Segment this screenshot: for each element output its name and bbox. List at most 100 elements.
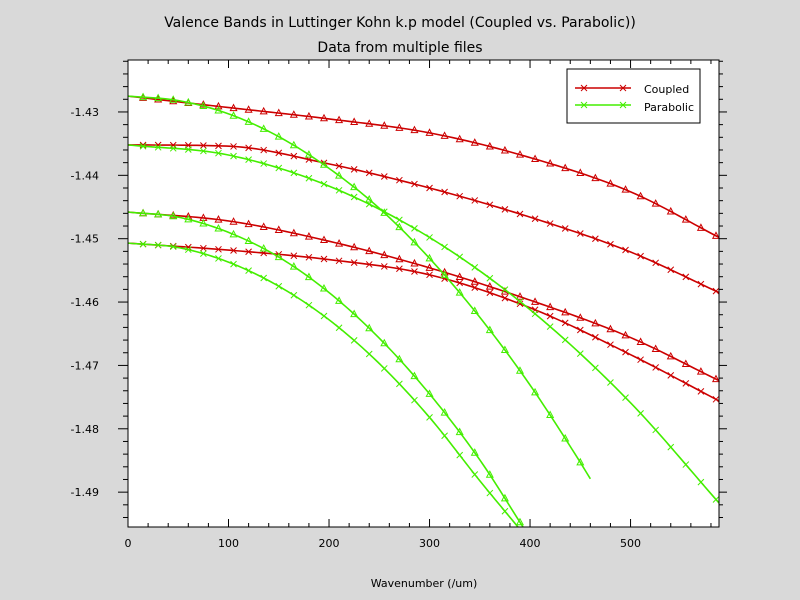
data-point — [350, 259, 358, 266]
data-point — [515, 366, 525, 374]
data-point — [245, 144, 252, 152]
data-point — [681, 359, 690, 368]
data-point — [395, 354, 404, 363]
data-point — [169, 144, 177, 152]
data-point — [546, 323, 554, 330]
data-point — [500, 145, 509, 154]
data-point — [304, 232, 313, 240]
data-point — [380, 208, 388, 216]
data-point — [410, 125, 419, 134]
data-point — [290, 291, 298, 299]
series-line — [127, 211, 524, 528]
data-point — [425, 253, 434, 262]
y-tick-label: -1.45 — [71, 233, 99, 246]
data-point — [396, 216, 403, 224]
data-point — [305, 253, 313, 261]
data-point — [380, 173, 388, 180]
data-point — [365, 200, 373, 208]
data-point — [350, 337, 358, 344]
data-point — [230, 247, 237, 254]
series-line — [127, 144, 720, 294]
data-point — [245, 248, 252, 256]
legend-marker-parabolic — [580, 101, 588, 109]
data-point — [682, 273, 690, 281]
data-point — [621, 330, 630, 339]
legend-box — [566, 68, 701, 124]
data-point — [425, 389, 434, 397]
data-point — [485, 282, 494, 290]
data-point — [380, 338, 389, 347]
data-point — [456, 279, 464, 287]
plot-area — [128, 60, 719, 527]
data-point — [350, 193, 358, 201]
data-point — [456, 253, 464, 261]
data-point — [215, 149, 222, 157]
data-point — [244, 117, 253, 125]
data-point — [591, 173, 600, 182]
legend-label-coupled: Coupled — [644, 83, 689, 96]
series-parabolic-4 — [127, 92, 592, 480]
data-point — [440, 270, 449, 279]
data-point — [471, 263, 479, 271]
data-point — [607, 379, 614, 386]
data-point — [667, 371, 675, 379]
data-point — [606, 324, 615, 333]
data-point — [380, 121, 389, 129]
data-point — [230, 260, 237, 268]
data-point — [546, 410, 555, 419]
data-point — [576, 326, 584, 334]
data-point — [592, 364, 599, 372]
data-point — [576, 350, 584, 357]
data-point — [275, 282, 283, 290]
data-point — [289, 140, 298, 149]
data-point — [335, 162, 343, 170]
data-point — [290, 152, 298, 160]
chart-title: Valence Bands in Luttinger Kohn k.p mode… — [164, 15, 636, 31]
data-point — [561, 307, 570, 316]
data-point — [259, 243, 268, 252]
data-point — [184, 97, 193, 106]
data-point — [697, 478, 705, 486]
x-axis-label: Wavenumber (/um) — [371, 577, 478, 590]
data-point — [319, 160, 329, 168]
data-point — [636, 337, 645, 345]
data-point — [335, 171, 344, 179]
data-point — [637, 410, 644, 417]
data-point — [320, 255, 328, 263]
data-point — [411, 268, 418, 275]
x-tick-label: 0 — [125, 537, 132, 550]
data-point — [350, 117, 359, 125]
data-point — [711, 231, 721, 239]
data-point — [516, 300, 524, 308]
x-tick-label: 200 — [319, 537, 340, 550]
data-point — [515, 292, 525, 300]
series-line — [127, 211, 720, 382]
data-point — [350, 166, 358, 173]
data-point — [154, 241, 162, 249]
data-point — [456, 451, 464, 459]
data-point — [576, 313, 585, 321]
data-point — [320, 312, 328, 320]
data-point — [200, 244, 207, 252]
data-point — [350, 242, 359, 251]
data-point — [546, 220, 554, 227]
data-point — [426, 234, 433, 241]
data-point — [259, 124, 268, 132]
data-point — [516, 210, 524, 218]
data-point — [697, 388, 705, 395]
data-point — [515, 517, 525, 526]
data-point — [696, 367, 705, 375]
data-point — [681, 215, 690, 223]
data-point — [169, 95, 178, 103]
data-point — [470, 138, 479, 146]
data-point — [546, 158, 555, 167]
data-point — [289, 262, 298, 270]
data-point — [319, 113, 329, 122]
data-point — [411, 225, 418, 232]
data-point — [651, 344, 660, 353]
legend-label-parabolic: Parabolic — [644, 101, 694, 114]
data-point — [426, 184, 433, 192]
data-point — [380, 365, 388, 372]
data-point — [396, 176, 403, 184]
